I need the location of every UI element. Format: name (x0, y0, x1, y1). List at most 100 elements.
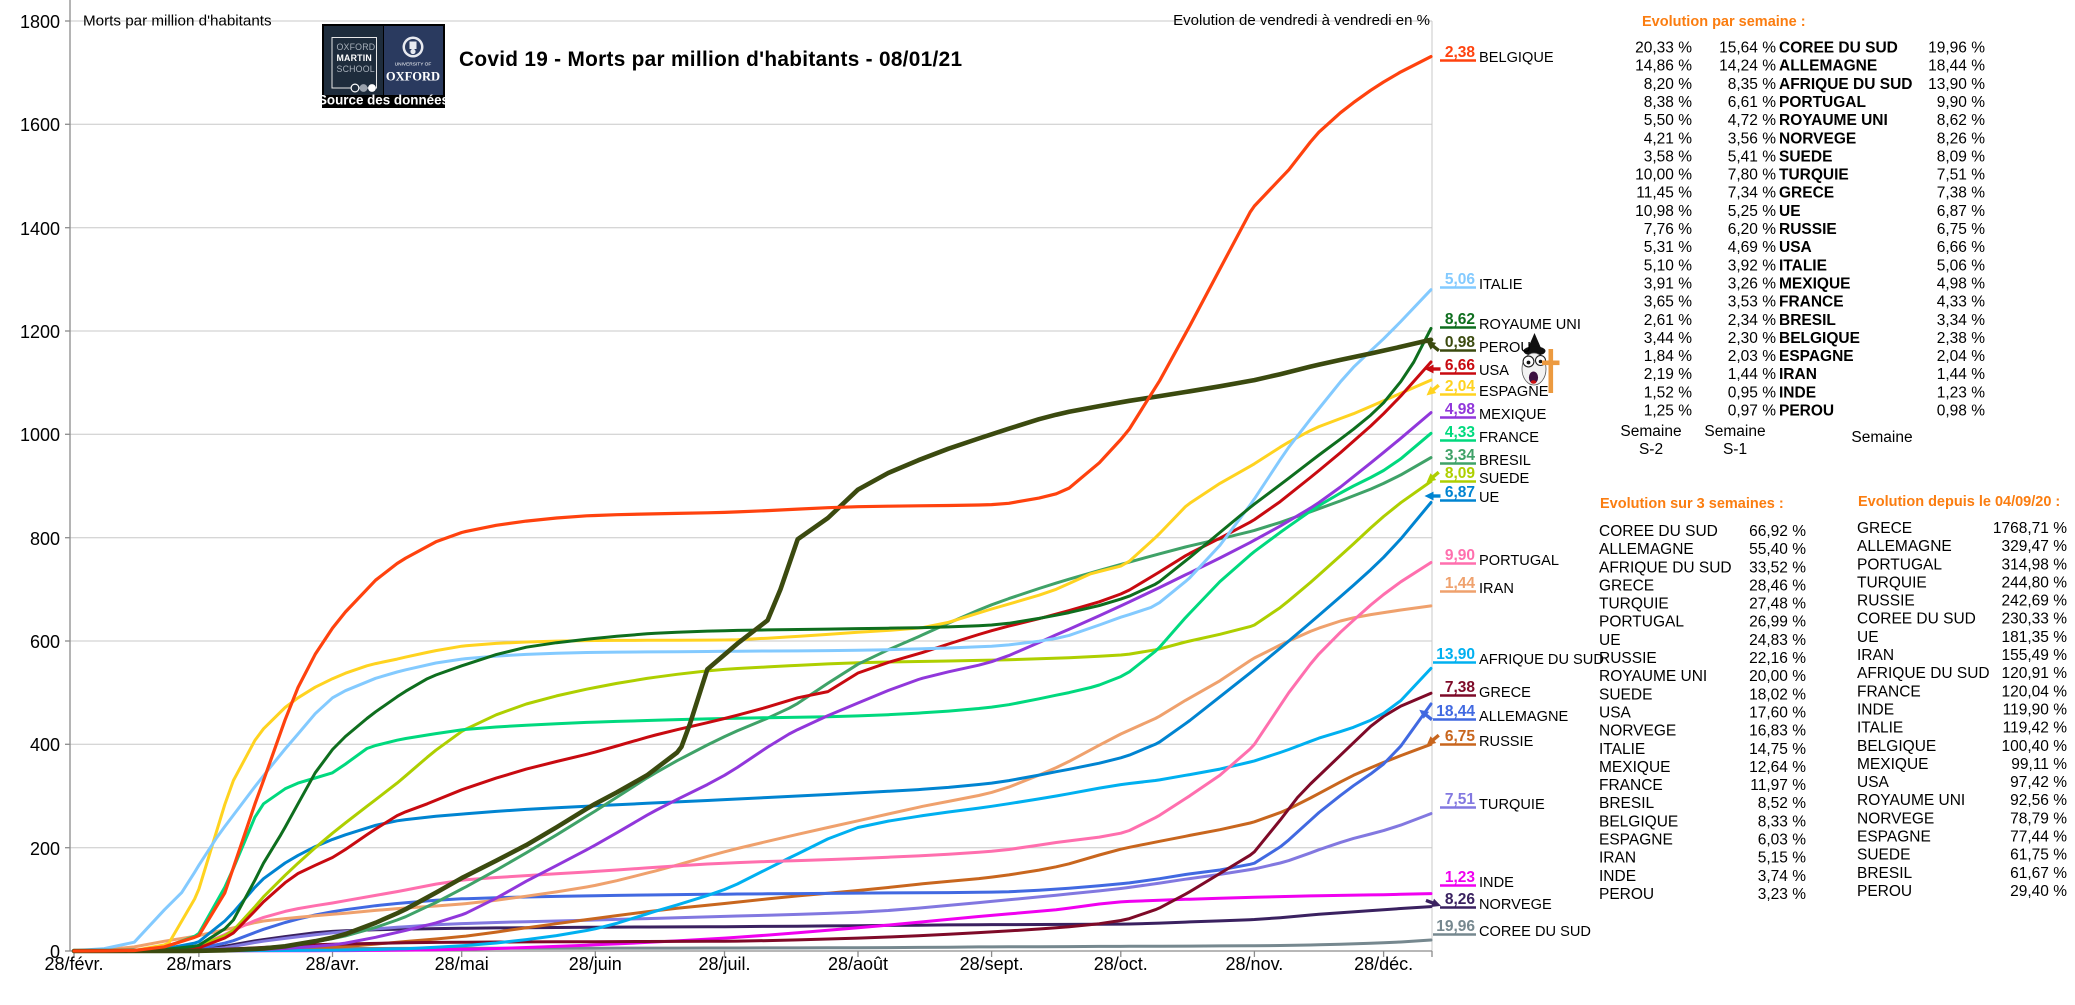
svg-text:0: 0 (50, 942, 60, 962)
svg-text:4,98: 4,98 (1445, 401, 1476, 418)
svg-text:15,64 %: 15,64 % (1719, 40, 1776, 57)
svg-text:Covid 19 - Morts par million d: Covid 19 - Morts par million d'habitants… (459, 48, 962, 71)
svg-text:2,38 %: 2,38 % (1937, 330, 1985, 347)
svg-text:28/juil.: 28/juil. (698, 954, 750, 974)
svg-text:GRECE: GRECE (1479, 685, 1531, 701)
svg-text:5,31 %: 5,31 % (1644, 239, 1692, 256)
svg-text:IRAN: IRAN (1479, 581, 1514, 597)
svg-text:3,34: 3,34 (1445, 447, 1476, 464)
svg-text:14,24 %: 14,24 % (1719, 58, 1776, 75)
svg-text:8,26: 8,26 (1445, 891, 1476, 908)
svg-text:ITALIE: ITALIE (1599, 741, 1645, 758)
svg-text:19,96: 19,96 (1436, 918, 1475, 935)
svg-text:3,65 %: 3,65 % (1644, 294, 1692, 311)
svg-text:BRESIL: BRESIL (1479, 453, 1531, 469)
svg-text:8,09 %: 8,09 % (1937, 148, 1985, 165)
svg-text:TURQUIE: TURQUIE (1779, 167, 1849, 184)
svg-text:INDE: INDE (1857, 702, 1894, 719)
svg-text:2,38: 2,38 (1445, 44, 1476, 61)
svg-text:13,90 %: 13,90 % (1928, 76, 1985, 93)
svg-text:USA: USA (1779, 239, 1812, 256)
svg-text:6,75: 6,75 (1445, 728, 1476, 745)
svg-text:ESPAGNE: ESPAGNE (1599, 832, 1673, 849)
svg-text:TURQUIE: TURQUIE (1479, 797, 1545, 813)
svg-text:6,66: 6,66 (1445, 357, 1476, 374)
svg-text:7,38 %: 7,38 % (1937, 185, 1985, 202)
svg-text:7,51 %: 7,51 % (1937, 167, 1985, 184)
svg-text:314,98 %: 314,98 % (2002, 556, 2068, 573)
svg-text:6,75 %: 6,75 % (1937, 221, 1985, 238)
svg-text:ITALIE: ITALIE (1479, 277, 1523, 293)
svg-text:20,00 %: 20,00 % (1749, 668, 1806, 685)
svg-text:7,80 %: 7,80 % (1728, 167, 1776, 184)
svg-text:ALLEMAGNE: ALLEMAGNE (1599, 541, 1694, 558)
svg-text:18,02 %: 18,02 % (1749, 686, 1806, 703)
svg-text:6,61 %: 6,61 % (1728, 94, 1776, 111)
svg-text:28/juin: 28/juin (569, 954, 622, 974)
svg-text:AFRIQUE DU SUD: AFRIQUE DU SUD (1857, 665, 1990, 682)
svg-text:4,69 %: 4,69 % (1728, 239, 1776, 256)
svg-text:ROYAUME UNI: ROYAUME UNI (1599, 668, 1707, 685)
svg-text:28/août: 28/août (828, 954, 888, 974)
svg-text:BELGIQUE: BELGIQUE (1479, 50, 1554, 66)
svg-text:4,33: 4,33 (1445, 424, 1476, 441)
svg-text:UE: UE (1857, 629, 1879, 646)
svg-text:2,34 %: 2,34 % (1728, 312, 1776, 329)
svg-text:3,53 %: 3,53 % (1728, 294, 1776, 311)
svg-text:99,11 %: 99,11 % (2011, 756, 2067, 773)
svg-text:OXFORD: OXFORD (337, 42, 376, 52)
svg-text:119,90 %: 119,90 % (2003, 702, 2068, 719)
svg-text:200: 200 (30, 839, 60, 859)
svg-text:INDE: INDE (1479, 875, 1514, 891)
svg-text:ROYAUME UNI: ROYAUME UNI (1479, 317, 1581, 333)
svg-text:5,50 %: 5,50 % (1644, 112, 1692, 129)
svg-text:Evolution par semaine :: Evolution par semaine : (1642, 14, 1806, 30)
svg-text:3,44 %: 3,44 % (1644, 330, 1692, 347)
svg-text:1400: 1400 (20, 219, 60, 239)
svg-text:17,60 %: 17,60 % (1749, 705, 1806, 722)
svg-text:5,10 %: 5,10 % (1644, 257, 1692, 274)
svg-text:1,44: 1,44 (1445, 575, 1476, 592)
svg-text:Semaine: Semaine (1851, 429, 1912, 446)
svg-text:RUSSIE: RUSSIE (1779, 221, 1837, 238)
svg-text:USA: USA (1599, 705, 1632, 722)
svg-text:8,20 %: 8,20 % (1644, 76, 1692, 93)
svg-text:COREE DU SUD: COREE DU SUD (1599, 523, 1718, 540)
svg-text:PORTUGAL: PORTUGAL (1857, 556, 1942, 573)
svg-text:7,76 %: 7,76 % (1644, 221, 1692, 238)
svg-text:FRANCE: FRANCE (1599, 777, 1663, 794)
svg-text:NORVEGE: NORVEGE (1599, 723, 1676, 740)
svg-text:BRESIL: BRESIL (1857, 865, 1913, 882)
svg-text:RUSSIE: RUSSIE (1599, 650, 1657, 667)
svg-text:6,66 %: 6,66 % (1937, 239, 1985, 256)
svg-text:33,52 %: 33,52 % (1749, 559, 1806, 576)
svg-text:4,98 %: 4,98 % (1937, 276, 1985, 293)
svg-text:8,33 %: 8,33 % (1758, 813, 1806, 830)
svg-text:66,92 %: 66,92 % (1749, 523, 1806, 540)
svg-text:2,30 %: 2,30 % (1728, 330, 1776, 347)
svg-text:2,04 %: 2,04 % (1937, 348, 1985, 365)
svg-text:3,74 %: 3,74 % (1758, 868, 1806, 885)
svg-text:5,25 %: 5,25 % (1728, 203, 1776, 220)
svg-text:10,98 %: 10,98 % (1635, 203, 1692, 220)
svg-text:ALLEMAGNE: ALLEMAGNE (1479, 709, 1568, 725)
svg-text:119,42 %: 119,42 % (2003, 720, 2068, 737)
svg-text:MARTIN: MARTIN (337, 53, 372, 63)
svg-text:UE: UE (1599, 632, 1621, 649)
svg-text:INDE: INDE (1599, 868, 1636, 885)
svg-text:1,25 %: 1,25 % (1644, 403, 1692, 420)
svg-text:8,38 %: 8,38 % (1644, 94, 1692, 111)
svg-text:Semaine: Semaine (1620, 423, 1681, 440)
svg-text:UNIVERSITY OF: UNIVERSITY OF (395, 62, 432, 68)
svg-text:BELGIQUE: BELGIQUE (1779, 330, 1860, 347)
svg-text:1000: 1000 (20, 425, 60, 445)
svg-text:3,58 %: 3,58 % (1644, 148, 1692, 165)
svg-text:0,95 %: 0,95 % (1728, 384, 1776, 401)
svg-text:UE: UE (1479, 490, 1500, 506)
svg-text:5,06 %: 5,06 % (1937, 257, 1985, 274)
svg-text:97,42 %: 97,42 % (2010, 774, 2067, 791)
svg-text:ALLEMAGNE: ALLEMAGNE (1857, 538, 1952, 555)
svg-text:10,00 %: 10,00 % (1635, 167, 1692, 184)
svg-text:26,99 %: 26,99 % (1749, 614, 1806, 631)
svg-text:4,33 %: 4,33 % (1937, 294, 1985, 311)
